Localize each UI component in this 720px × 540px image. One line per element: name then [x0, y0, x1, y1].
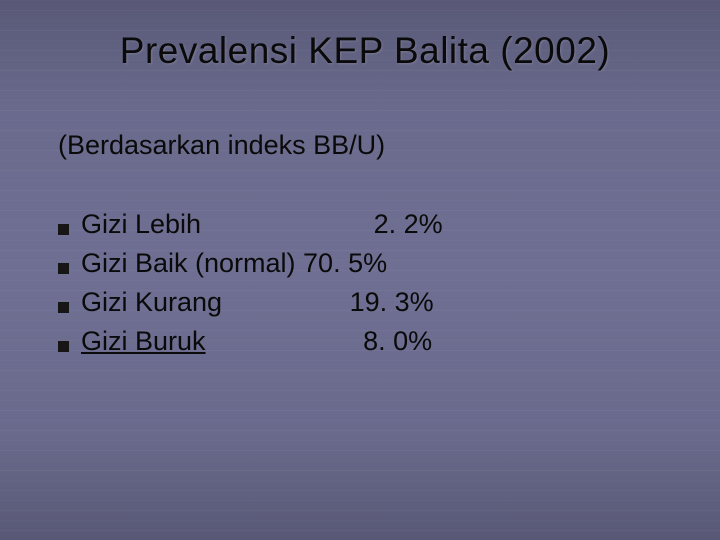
list-item-label: Gizi Baik (normal) 70. 5% [81, 248, 387, 279]
list-item-label: Gizi Lebih 2. 2% [81, 209, 443, 240]
slide-title: Prevalensi KEP Balita (2002) [50, 30, 680, 72]
list-item: Gizi Baik (normal) 70. 5% [58, 248, 680, 279]
square-bullet-icon [58, 302, 69, 313]
square-bullet-icon [58, 224, 69, 235]
underlined-text: Gizi Buruk [81, 326, 206, 356]
list-item-suffix: 8. 0% [206, 326, 433, 356]
list-item: Gizi Kurang 19. 3% [58, 287, 680, 318]
list-item: Gizi Buruk 8. 0% [58, 326, 680, 357]
list-item-label: Gizi Kurang 19. 3% [81, 287, 434, 318]
slide-subtitle: (Berdasarkan indeks BB/U) [58, 130, 680, 161]
square-bullet-icon [58, 263, 69, 274]
slide-container: Prevalensi KEP Balita (2002) (Berdasarka… [0, 0, 720, 540]
list-item: Gizi Lebih 2. 2% [58, 209, 680, 240]
list-item-label: Gizi Buruk 8. 0% [81, 326, 432, 357]
square-bullet-icon [58, 341, 69, 352]
bullet-list: Gizi Lebih 2. 2% Gizi Baik (normal) 70. … [58, 209, 680, 357]
